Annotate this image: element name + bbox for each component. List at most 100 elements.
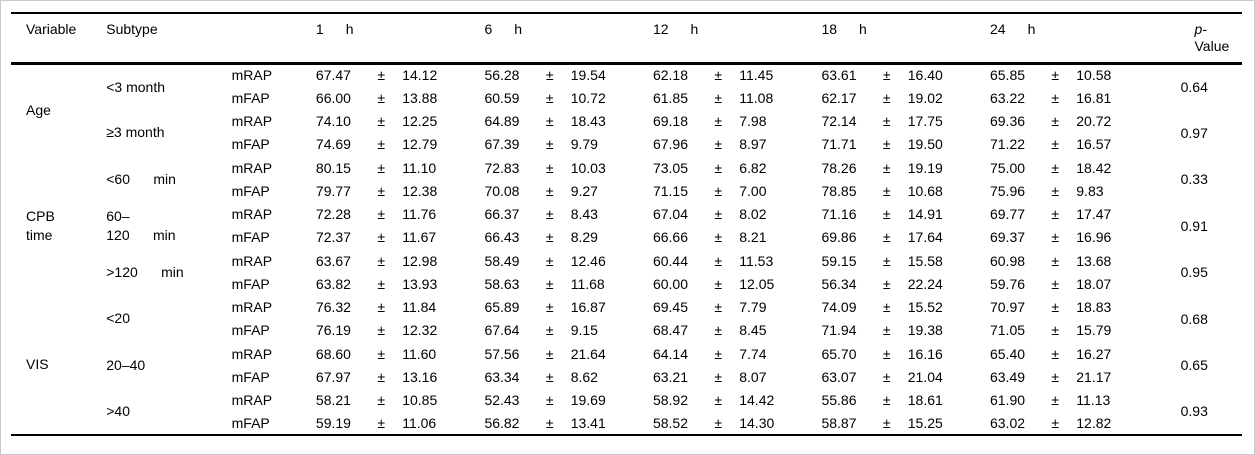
plus-minus-cell: ± [545, 182, 554, 199]
plus-minus-cell: ± [882, 345, 891, 362]
header-time-18h: 18 h [809, 13, 978, 63]
sd-value-cell: 16.40 [907, 67, 943, 84]
mean-value-cell: 75.96 [989, 182, 1026, 199]
measure-cell: mFAP [231, 275, 270, 292]
plus-minus-cell: ± [1051, 392, 1060, 409]
sd-value-cell: 13.93 [402, 275, 438, 292]
header-measure-spacer [216, 13, 304, 63]
mean-value-cell: 56.28 [484, 67, 520, 84]
plus-minus-cell: ± [882, 113, 891, 130]
header-p-value: p- Value [1147, 13, 1243, 63]
sd-value-cell: 19.54 [570, 67, 606, 84]
sd-value-cell: 14.12 [402, 67, 438, 84]
plus-minus-cell: ± [882, 252, 891, 269]
header-subtype: Subtype [106, 21, 158, 37]
plus-minus-cell: ± [882, 229, 891, 246]
table-row: >40 mRAP 58.21 ±10.85 52.43 ±19.69 58.92 ±14.42… [11, 389, 1242, 419]
subtype-cell: <20 [106, 310, 130, 327]
sd-value-cell: 8.97 [739, 136, 767, 153]
sd-value-cell: 10.72 [570, 89, 606, 106]
time-number: 1 [315, 21, 324, 37]
mean-value-cell: 59.15 [821, 252, 857, 269]
table-row: CPB time <60 min mRAP 80.15 ±11.10 72.83 ±10.0… [11, 156, 1242, 243]
table-row: VIS <20 mRAP 76.32 ±11.84 65.89 ±16.87 69.45 ±7.… [11, 296, 1242, 372]
mean-value-cell: 74.10 [315, 113, 351, 130]
plus-minus-cell: ± [1051, 229, 1060, 246]
sd-value-cell: 18.83 [1076, 299, 1112, 316]
plus-minus-cell: ± [714, 136, 723, 153]
mean-value-cell: 76.32 [315, 299, 351, 316]
sd-value-cell: 16.57 [1076, 136, 1112, 153]
plus-minus-cell: ± [377, 345, 385, 362]
mean-value-cell: 71.15 [652, 182, 688, 199]
sd-value-cell: 9.79 [570, 136, 598, 153]
mean-value-cell: 65.85 [989, 67, 1026, 84]
sd-value-cell: 8.43 [570, 206, 598, 223]
plus-minus-cell: ± [714, 229, 723, 246]
sd-value-cell: 15.58 [907, 252, 943, 269]
mean-value-cell: 68.47 [652, 322, 688, 339]
sd-value-cell: 22.24 [907, 275, 943, 292]
sd-value-cell: 19.19 [907, 159, 943, 176]
plus-minus-cell: ± [1051, 206, 1060, 223]
plus-minus-cell: ± [714, 368, 723, 385]
measure-cell: mRAP [231, 252, 273, 269]
mean-value-cell: 62.18 [652, 67, 688, 84]
p-value-cell: 0.33 [1180, 171, 1208, 188]
sd-value-cell: 9.27 [570, 182, 598, 199]
p-value-cell: 0.97 [1180, 124, 1208, 141]
mean-value-cell: 57.56 [484, 345, 520, 362]
sd-value-cell: 18.42 [1076, 159, 1112, 176]
sd-value-cell: 17.47 [1076, 206, 1112, 223]
table-row: mFAP 67.97 ±13.16 63.34 ±8.62 63.21 ±8.07 63.07… [11, 365, 1242, 388]
measure-cell: mFAP [231, 322, 270, 339]
plus-minus-cell: ± [545, 368, 554, 385]
variable-cell: CPB time [26, 207, 55, 243]
p-value-cell: 0.91 [1180, 217, 1208, 234]
sd-value-cell: 15.79 [1076, 322, 1112, 339]
plus-minus-cell: ± [377, 252, 385, 269]
mean-value-cell: 78.26 [821, 159, 857, 176]
sd-value-cell: 14.91 [907, 206, 943, 223]
sd-value-cell: 6.82 [739, 159, 767, 176]
sd-value-cell: 7.79 [739, 299, 767, 316]
plus-minus-cell: ± [714, 252, 723, 269]
sd-value-cell: 9.83 [1076, 182, 1104, 199]
subtype-cell: >40 [106, 402, 130, 419]
sd-value-cell: 19.02 [907, 89, 943, 106]
time-number: 18 [821, 21, 838, 37]
measure-cell: mFAP [231, 229, 270, 246]
plus-minus-cell: ± [545, 252, 554, 269]
measure-cell: mRAP [231, 206, 273, 223]
plus-minus-cell: ± [714, 275, 723, 292]
table-row: mFAP 59.19 ±11.06 56.82 ±13.41 58.52 ±14.30 58.… [11, 412, 1242, 435]
plus-minus-cell: ± [882, 67, 891, 84]
mean-value-cell: 66.66 [652, 229, 688, 246]
mean-value-cell: 69.77 [989, 206, 1026, 223]
sd-value-cell: 11.67 [402, 229, 437, 246]
mean-value-cell: 69.18 [652, 113, 688, 130]
plus-minus-cell: ± [545, 414, 554, 431]
sd-value-cell: 7.00 [739, 182, 767, 199]
mean-value-cell: 65.89 [484, 299, 520, 316]
sd-value-cell: 11.68 [570, 275, 605, 292]
sd-value-cell: 7.74 [739, 345, 767, 362]
mean-value-cell: 69.86 [821, 229, 857, 246]
sd-value-cell: 11.76 [402, 206, 437, 223]
time-unit: h [514, 21, 523, 37]
sd-value-cell: 11.10 [402, 159, 437, 176]
plus-minus-cell: ± [714, 206, 723, 223]
plus-minus-cell: ± [545, 275, 554, 292]
mean-value-cell: 67.04 [652, 206, 688, 223]
time-number: 6 [484, 21, 493, 37]
plus-minus-cell: ± [377, 206, 385, 223]
plus-minus-cell: ± [545, 113, 554, 130]
table-row: mFAP 74.69 ±12.79 67.39 ±9.79 67.96 ±8.97 71.71… [11, 133, 1242, 156]
plus-minus-cell: ± [377, 182, 385, 199]
plus-minus-cell: ± [545, 136, 554, 153]
subtype-cell: <60 min [106, 170, 176, 187]
plus-minus-cell: ± [714, 392, 723, 409]
plus-minus-cell: ± [882, 299, 891, 316]
